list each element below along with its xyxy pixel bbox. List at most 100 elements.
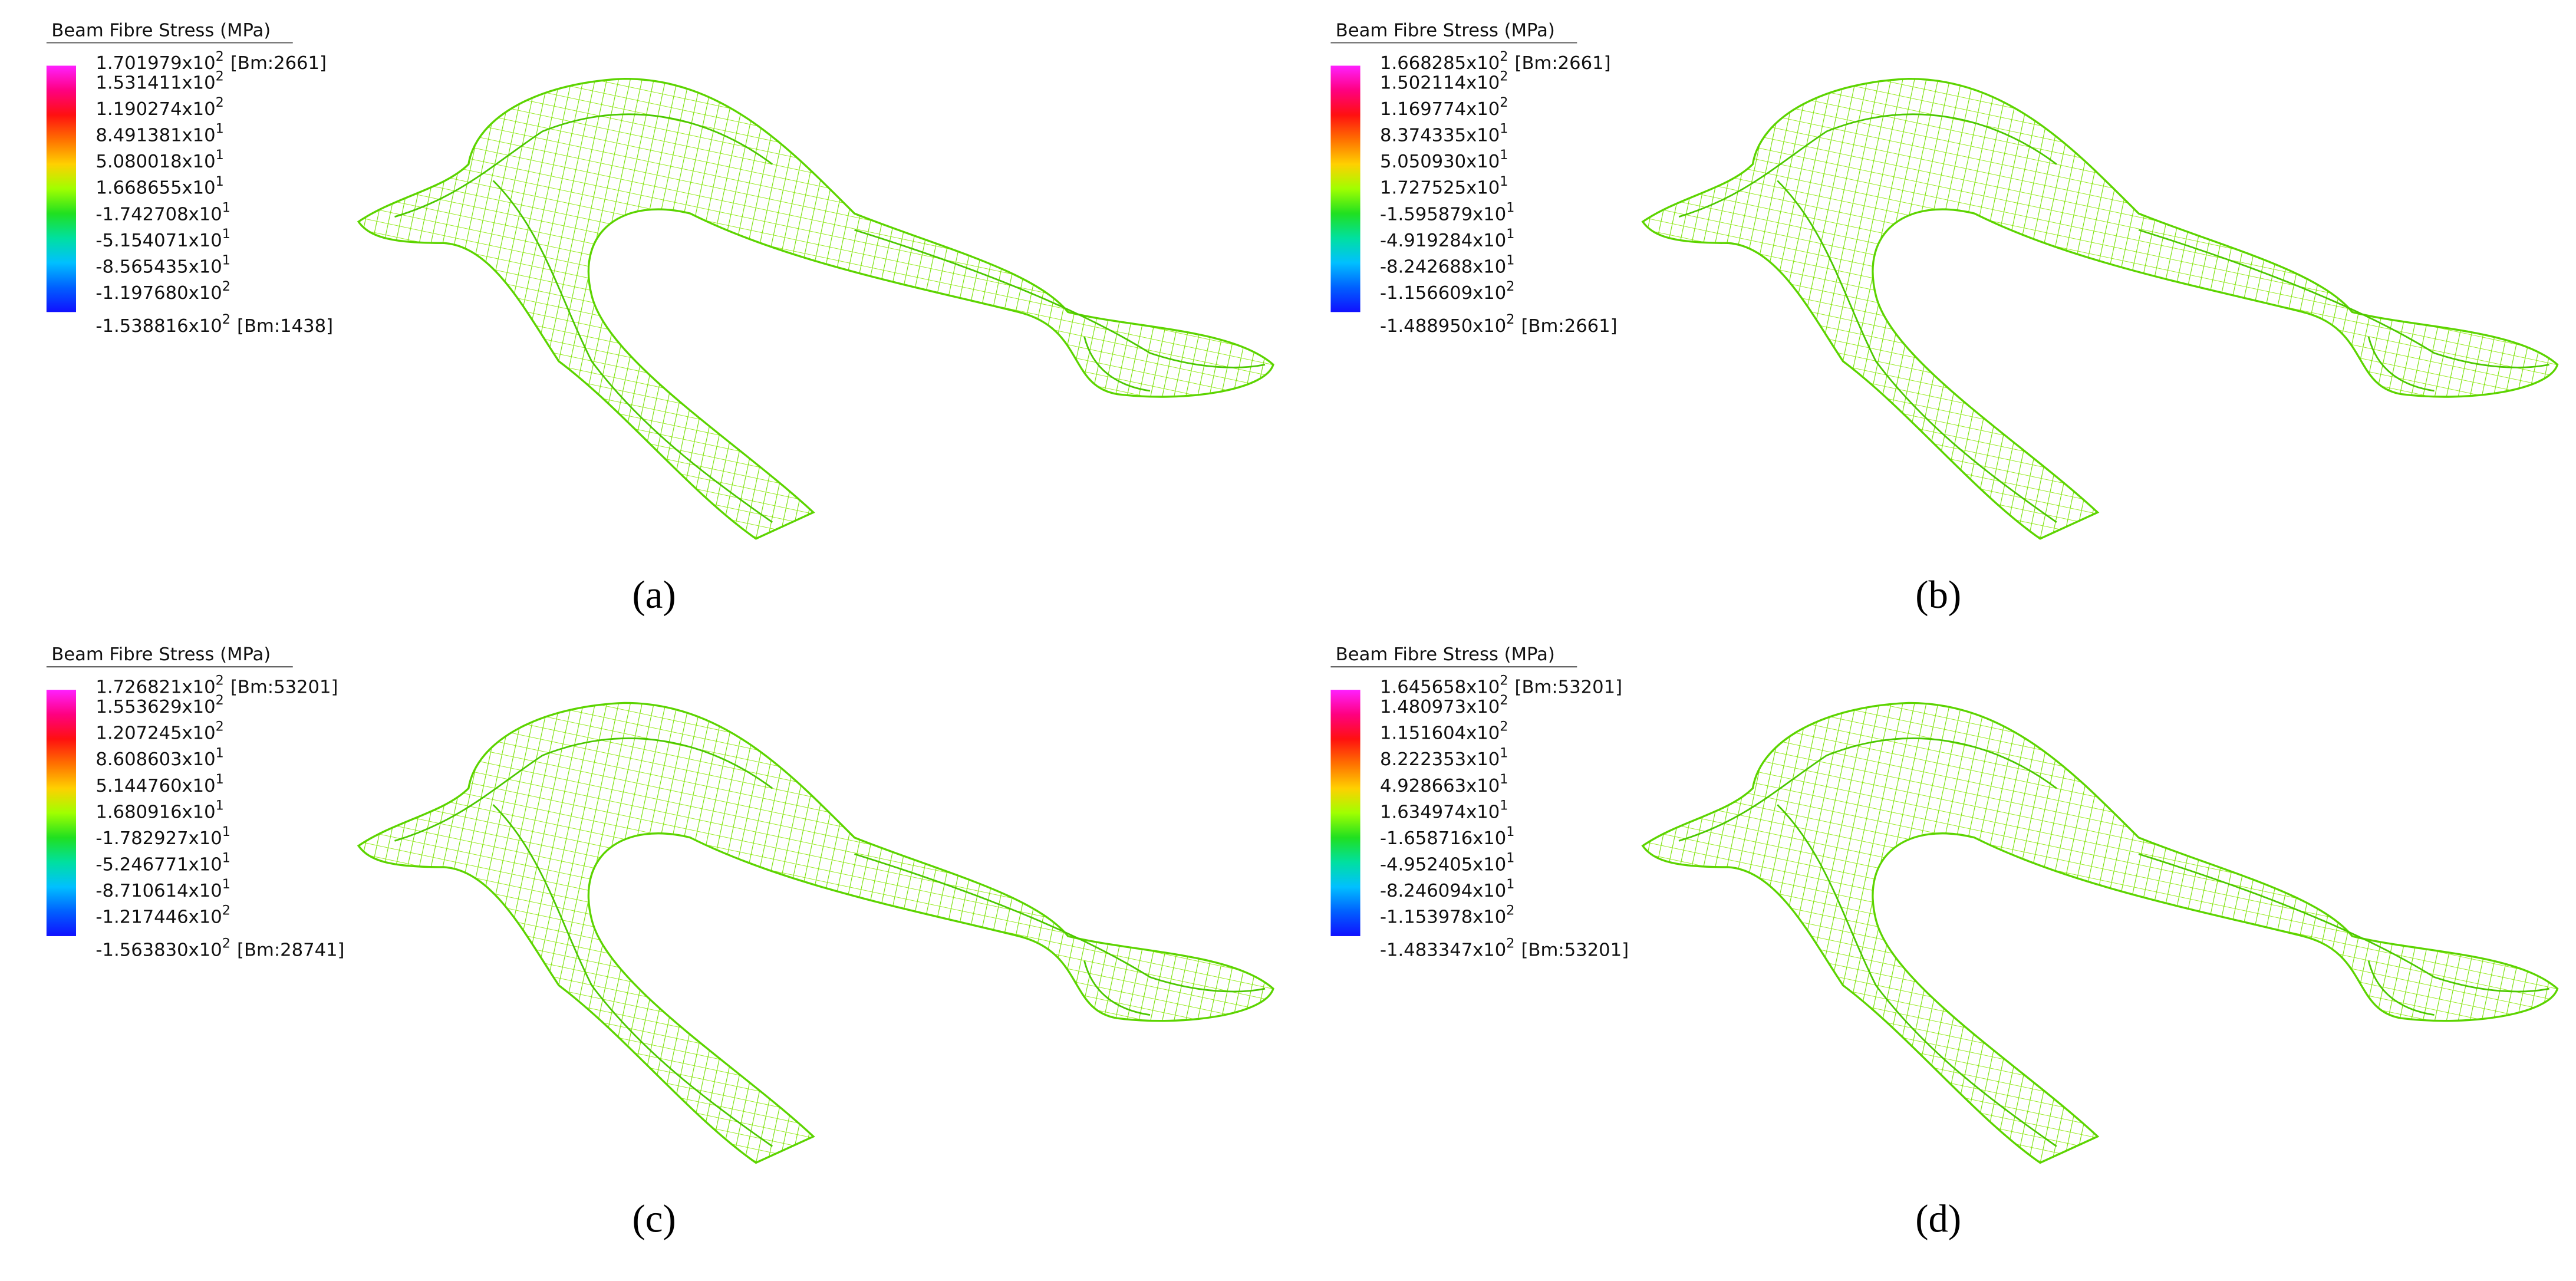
exponent: 2	[216, 95, 224, 110]
panel: Beam Fibre Stress (MPa) 1.726821x102 [Bm:5…	[46, 644, 1274, 1240]
exponent: 1	[1500, 745, 1508, 760]
legend-label: 8.374335x101	[1380, 121, 1508, 146]
exponent: 1	[1506, 877, 1514, 892]
mantissa: -1.595879x10	[1380, 204, 1506, 225]
exponent: 1	[1506, 253, 1514, 268]
exponent: 1	[216, 798, 224, 813]
legend-label: 5.144760x101	[95, 772, 223, 796]
panel: Beam Fibre Stress (MPa)1.668285x102 [Bm:2…	[1330, 20, 2559, 617]
exponent: 1	[216, 147, 224, 163]
legend-label: 1.151604x102	[1380, 719, 1508, 744]
exponent: 2	[222, 903, 230, 918]
panel: Beam Fibre Stress (MPa)1.701979x102 [Bm:2…	[46, 20, 1274, 617]
legend-label: -4.952405x101	[1380, 851, 1514, 875]
color-bar	[1330, 65, 1361, 312]
legend-label: 1.726821x102 [Bm:53201]	[95, 673, 338, 698]
mantissa: 8.491381x10	[95, 126, 215, 146]
caption: (d)	[1915, 1197, 1961, 1240]
exponent: 2	[222, 312, 230, 327]
exponent: 2	[1506, 279, 1514, 294]
mantissa: -1.538816x10	[95, 316, 222, 337]
beam-mesh	[1642, 702, 2559, 1164]
legend-label: 1.502114x102	[1380, 69, 1508, 94]
exponent: 1	[222, 200, 230, 215]
legend-label: 5.050930x101	[1380, 147, 1508, 172]
legend-label: -5.246771x101	[95, 851, 230, 875]
mantissa: -1.483347x10	[1380, 940, 1506, 960]
exponent: 2	[1500, 673, 1508, 689]
exponent: 1	[216, 174, 224, 189]
legend-label: 1.680916x101	[95, 798, 223, 822]
mantissa: -1.782927x10	[95, 828, 222, 849]
exponent: 1	[222, 253, 230, 268]
beam-mesh	[1642, 78, 2559, 540]
exponent: 2	[216, 673, 224, 689]
legend-title: Beam Fibre Stress (MPa)	[1336, 644, 1555, 665]
mantissa: -8.565435x10	[95, 256, 222, 277]
mantissa: 1.727525x10	[1380, 178, 1500, 199]
exponent: 1	[1500, 174, 1508, 189]
mantissa: -8.246094x10	[1380, 881, 1506, 901]
color-bar	[46, 65, 77, 312]
exponent: 1	[222, 226, 230, 242]
exponent: 2	[1500, 49, 1508, 64]
beam-mesh	[357, 702, 1274, 1164]
mantissa: -4.952405x10	[1380, 855, 1506, 875]
mantissa: 1.701979x10	[95, 53, 215, 74]
mantissa: 5.080018x10	[95, 152, 215, 172]
mantissa: -1.156609x10	[1380, 283, 1506, 304]
exponent: 1	[1506, 824, 1514, 839]
mantissa: 1.207245x10	[95, 723, 215, 744]
legend-label: 1.207245x102	[95, 719, 223, 744]
legend-label: 1.668655x101	[95, 174, 223, 199]
legend-label: -1.483347x102 [Bm:53201]	[1380, 936, 1629, 960]
mantissa: -1.658716x10	[1380, 828, 1506, 849]
exponent: 2	[1500, 95, 1508, 110]
mantissa: 1.190274x10	[95, 99, 215, 120]
mantissa: -1.563830x10	[95, 940, 222, 960]
legend-label: 1.169774x102	[1380, 95, 1508, 120]
exponent: 2	[216, 69, 224, 84]
mantissa: 8.608603x10	[95, 749, 215, 770]
exponent: 2	[1506, 936, 1514, 951]
exponent: 1	[1500, 121, 1508, 137]
mantissa: -1.488950x10	[1380, 316, 1506, 337]
legend-label: 1.727525x101	[1380, 174, 1508, 199]
legend-label: -8.242688x101	[1380, 253, 1514, 278]
exponent: 1	[222, 824, 230, 839]
mantissa: 1.634974x10	[1380, 802, 1500, 822]
legend-label: -8.246094x101	[1380, 877, 1514, 901]
mantissa: -1.217446x10	[95, 907, 222, 928]
mantissa: 1.553629x10	[95, 697, 215, 717]
mantissa: 4.928663x10	[1380, 776, 1500, 796]
note: [Bm:28741]	[237, 940, 344, 960]
mantissa: 1.169774x10	[1380, 99, 1500, 120]
exponent: 2	[216, 49, 224, 64]
mantissa: -1.742708x10	[95, 204, 222, 225]
mantissa: -1.153978x10	[1380, 907, 1506, 928]
legend-label: 1.531411x102	[95, 69, 223, 94]
mantissa: 5.144760x10	[95, 776, 215, 796]
legend-label: 1.634974x101	[1380, 798, 1508, 822]
exponent: 1	[1500, 772, 1508, 787]
legend-label: -8.565435x101	[95, 253, 230, 278]
color-bar	[1330, 690, 1361, 936]
exponent: 2	[1506, 903, 1514, 918]
legend-label: 8.608603x101	[95, 745, 223, 770]
legend-label: -1.153978x102	[1380, 903, 1514, 928]
mantissa: -8.710614x10	[95, 881, 222, 901]
legend-label: 1.701979x102 [Bm:2661]	[95, 49, 327, 74]
legend-title: Beam Fibre Stress (MPa)	[51, 644, 271, 665]
legend-label: -1.217446x102	[95, 903, 230, 928]
exponent: 1	[216, 772, 224, 787]
legend-label: -1.782927x101	[95, 824, 230, 849]
exponent: 1	[1506, 851, 1514, 866]
legend-label: 1.668285x102 [Bm:2661]	[1380, 49, 1611, 74]
exponent: 2	[216, 719, 224, 735]
note: [Bm:2661]	[1521, 316, 1618, 337]
mantissa: 1.668655x10	[95, 178, 215, 199]
mantissa: 5.050930x10	[1380, 152, 1500, 172]
legend-label: 8.491381x101	[95, 121, 223, 146]
note: [Bm:53201]	[1515, 677, 1622, 698]
